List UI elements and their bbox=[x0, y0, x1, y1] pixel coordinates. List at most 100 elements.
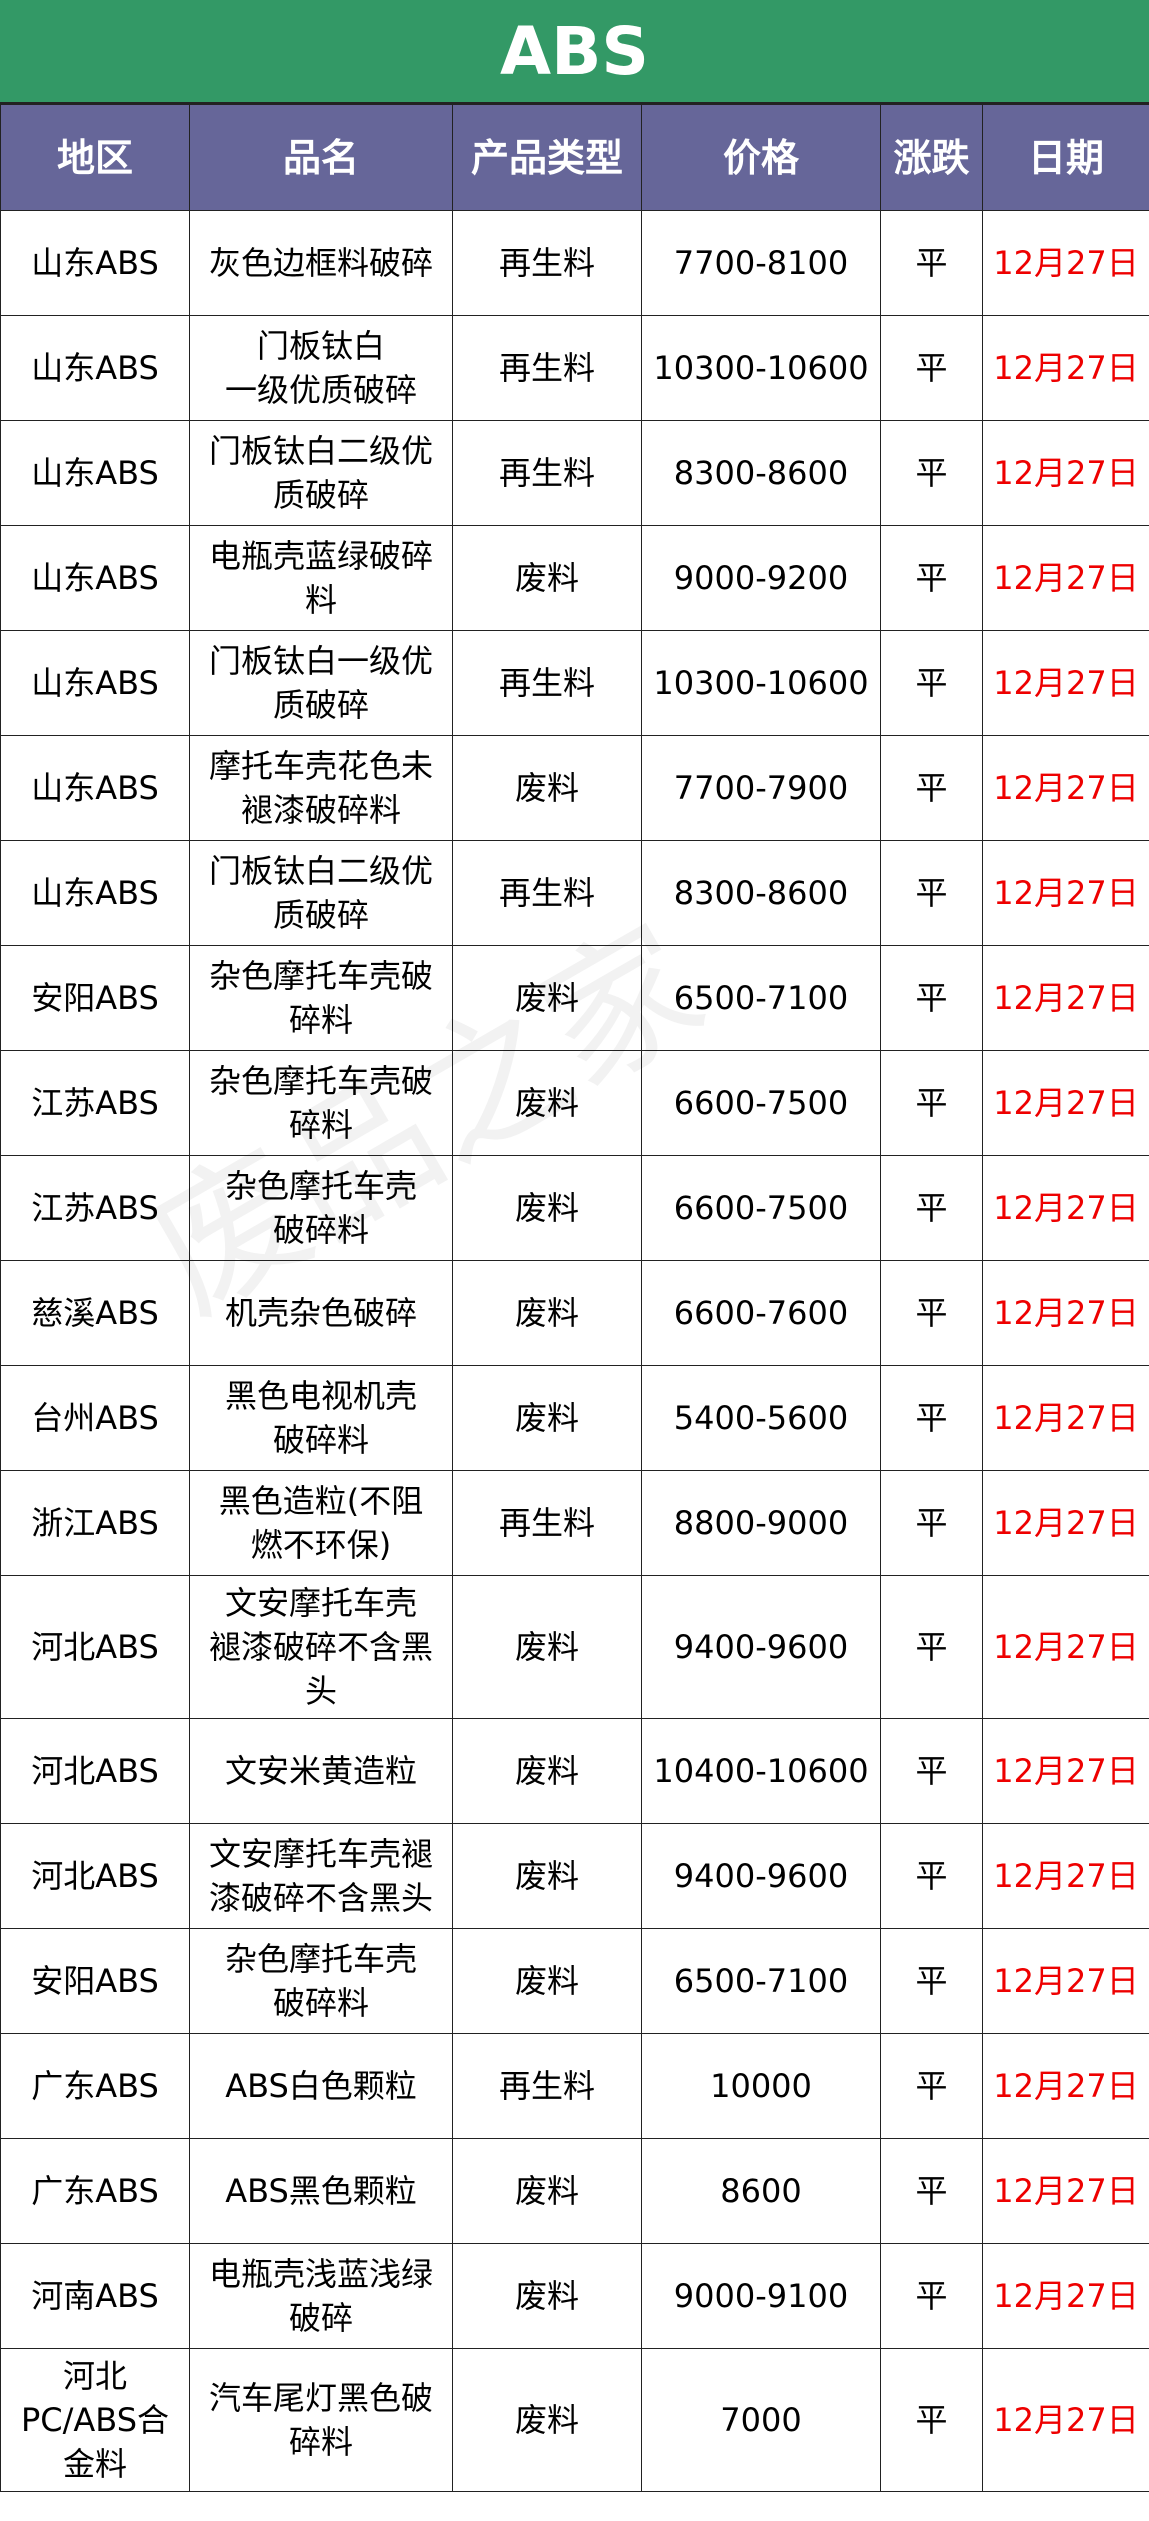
cell-name: 机壳杂色破碎 bbox=[189, 1260, 453, 1366]
cell-name: 文安摩托车壳褪漆破碎不含黑头 bbox=[189, 1575, 453, 1719]
cell-change: 平 bbox=[880, 945, 983, 1051]
cell-name: 文安摩托车壳褪漆破碎不含黑头 bbox=[189, 1823, 453, 1929]
header-change: 涨跌 bbox=[880, 104, 983, 211]
cell-region: 浙江ABS bbox=[0, 1470, 190, 1576]
cell-name: 杂色摩托车壳破碎料 bbox=[189, 1050, 453, 1156]
cell-price: 6600-7500 bbox=[641, 1155, 881, 1261]
cell-name: 汽车尾灯黑色破碎料 bbox=[189, 2348, 453, 2492]
cell-type: 废料 bbox=[452, 1575, 642, 1719]
page-title: ABS bbox=[0, 0, 1149, 104]
cell-change: 平 bbox=[880, 630, 983, 736]
cell-region: 广东ABS bbox=[0, 2138, 190, 2244]
cell-change: 平 bbox=[880, 2033, 983, 2139]
cell-type: 废料 bbox=[452, 2138, 642, 2244]
cell-region: 广东ABS bbox=[0, 2033, 190, 2139]
cell-type: 再生料 bbox=[452, 1470, 642, 1576]
cell-date: 12月27日 bbox=[982, 1050, 1149, 1156]
cell-name: ABS黑色颗粒 bbox=[189, 2138, 453, 2244]
cell-region: 台州ABS bbox=[0, 1365, 190, 1471]
cell-change: 平 bbox=[880, 210, 983, 316]
header-date: 日期 bbox=[982, 104, 1149, 211]
cell-change: 平 bbox=[880, 1050, 983, 1156]
cell-price: 9000-9100 bbox=[641, 2243, 881, 2349]
cell-type: 废料 bbox=[452, 1718, 642, 1824]
cell-change: 平 bbox=[880, 2138, 983, 2244]
cell-region: 慈溪ABS bbox=[0, 1260, 190, 1366]
cell-type: 再生料 bbox=[452, 210, 642, 316]
cell-name: 黑色造粒(不阻 燃不环保) bbox=[189, 1470, 453, 1576]
cell-price: 9400-9600 bbox=[641, 1575, 881, 1719]
cell-change: 平 bbox=[880, 1260, 983, 1366]
table-row: 浙江ABS 黑色造粒(不阻 燃不环保) 再生料 8800-9000 平 12月27日 bbox=[0, 1470, 1149, 1576]
table-row: 山东ABS 灰色边框料破碎 再生料 7700-8100 平 12月27日 bbox=[0, 210, 1149, 316]
header-price: 价格 bbox=[641, 104, 881, 211]
cell-date: 12月27日 bbox=[982, 1365, 1149, 1471]
cell-region: 山东ABS bbox=[0, 840, 190, 946]
cell-change: 平 bbox=[880, 735, 983, 841]
cell-change: 平 bbox=[880, 315, 983, 421]
cell-region: 山东ABS bbox=[0, 420, 190, 526]
cell-region: 江苏ABS bbox=[0, 1050, 190, 1156]
cell-name: 杂色摩托车壳破碎料 bbox=[189, 945, 453, 1051]
cell-price: 7700-7900 bbox=[641, 735, 881, 841]
cell-date: 12月27日 bbox=[982, 2243, 1149, 2349]
cell-region: 山东ABS bbox=[0, 210, 190, 316]
cell-type: 废料 bbox=[452, 525, 642, 631]
cell-name: 灰色边框料破碎 bbox=[189, 210, 453, 316]
cell-region: 河北ABS bbox=[0, 1823, 190, 1929]
cell-type: 再生料 bbox=[452, 840, 642, 946]
cell-date: 12月27日 bbox=[982, 1718, 1149, 1824]
cell-change: 平 bbox=[880, 1823, 983, 1929]
cell-region: 河北ABS bbox=[0, 1718, 190, 1824]
cell-region: 山东ABS bbox=[0, 735, 190, 841]
cell-name: 门板钛白一级优质破碎 bbox=[189, 315, 453, 421]
table-row: 广东ABS ABS白色颗粒 再生料 10000 平 12月27日 bbox=[0, 2033, 1149, 2139]
cell-date: 12月27日 bbox=[982, 630, 1149, 736]
cell-change: 平 bbox=[880, 2243, 983, 2349]
cell-date: 12月27日 bbox=[982, 1155, 1149, 1261]
cell-change: 平 bbox=[880, 1155, 983, 1261]
cell-change: 平 bbox=[880, 1365, 983, 1471]
cell-price: 6600-7500 bbox=[641, 1050, 881, 1156]
table-row: 山东ABS 门板钛白二级优质破碎 再生料 8300-8600 平 12月27日 bbox=[0, 840, 1149, 946]
cell-date: 12月27日 bbox=[982, 2033, 1149, 2139]
table-row: 慈溪ABS 机壳杂色破碎 废料 6600-7600 平 12月27日 bbox=[0, 1260, 1149, 1366]
cell-type: 废料 bbox=[452, 735, 642, 841]
cell-date: 12月27日 bbox=[982, 840, 1149, 946]
cell-date: 12月27日 bbox=[982, 1823, 1149, 1929]
cell-type: 废料 bbox=[452, 2348, 642, 2492]
cell-type: 再生料 bbox=[452, 2033, 642, 2139]
cell-region: 山东ABS bbox=[0, 315, 190, 421]
table-row: 河北 PC/ABS合 金料 汽车尾灯黑色破碎料 废料 7000 平 12月27日 bbox=[0, 2348, 1149, 2492]
cell-type: 废料 bbox=[452, 1050, 642, 1156]
cell-price: 5400-5600 bbox=[641, 1365, 881, 1471]
cell-price: 6600-7600 bbox=[641, 1260, 881, 1366]
cell-type: 废料 bbox=[452, 945, 642, 1051]
header-type: 产品类型 bbox=[452, 104, 642, 211]
cell-name: 门板钛白一级优质破碎 bbox=[189, 630, 453, 736]
cell-region: 河北ABS bbox=[0, 1575, 190, 1719]
cell-change: 平 bbox=[880, 525, 983, 631]
cell-price: 10000 bbox=[641, 2033, 881, 2139]
cell-name: 门板钛白二级优质破碎 bbox=[189, 840, 453, 946]
price-table: 地区 品名 产品类型 价格 涨跌 日期 山东ABS 灰色边框料破碎 再生料 7700-… bbox=[0, 104, 1149, 2492]
cell-change: 平 bbox=[880, 1928, 983, 2034]
cell-price: 8800-9000 bbox=[641, 1470, 881, 1576]
cell-date: 12月27日 bbox=[982, 1470, 1149, 1576]
cell-type: 再生料 bbox=[452, 630, 642, 736]
table-row: 山东ABS 门板钛白二级优质破碎 再生料 8300-8600 平 12月27日 bbox=[0, 420, 1149, 526]
cell-name: 摩托车壳花色未褪漆破碎料 bbox=[189, 735, 453, 841]
cell-region: 山东ABS bbox=[0, 525, 190, 631]
cell-date: 12月27日 bbox=[982, 525, 1149, 631]
cell-date: 12月27日 bbox=[982, 2138, 1149, 2244]
cell-price: 10300-10600 bbox=[641, 315, 881, 421]
cell-region: 河南ABS bbox=[0, 2243, 190, 2349]
cell-date: 12月27日 bbox=[982, 2348, 1149, 2492]
cell-price: 8300-8600 bbox=[641, 420, 881, 526]
